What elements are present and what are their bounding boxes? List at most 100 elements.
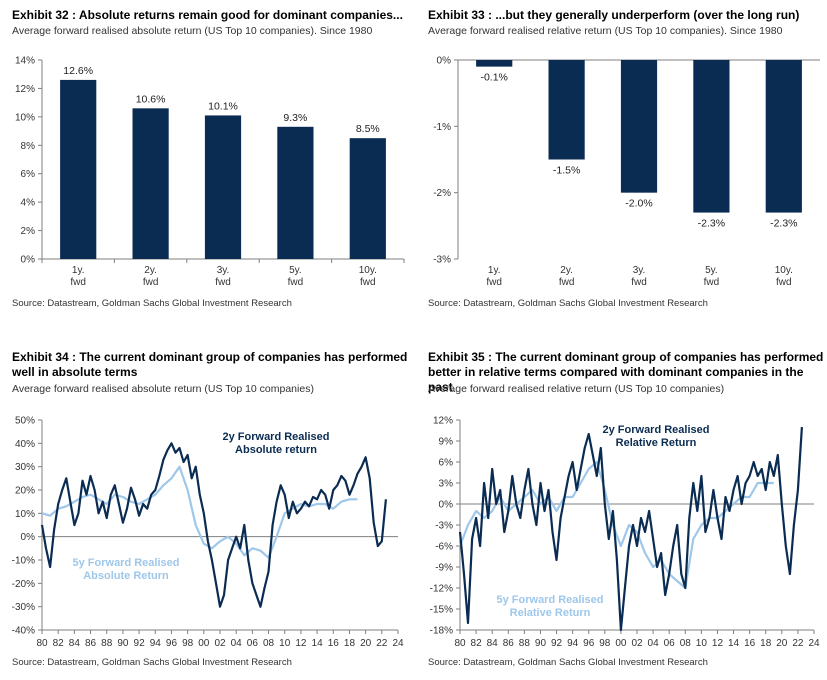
x-tick-label: 12 bbox=[712, 638, 724, 649]
x-tick-label: 10 bbox=[279, 638, 291, 649]
x-tick-label: 16 bbox=[744, 638, 756, 649]
category-label: 10y. bbox=[359, 265, 377, 276]
y-tick-label: 10% bbox=[15, 509, 35, 520]
exhibit-32-title: Exhibit 32 : Absolute returns remain goo… bbox=[12, 8, 403, 22]
category-label: 3y. bbox=[633, 265, 646, 276]
series-annotation: Relative Return bbox=[510, 607, 591, 619]
x-tick-label: 18 bbox=[344, 638, 356, 649]
exhibit-34-source: Source: Datastream, Goldman Sachs Global… bbox=[12, 657, 292, 668]
x-tick-label: 10 bbox=[696, 638, 708, 649]
x-tick-label: 00 bbox=[198, 638, 210, 649]
y-tick-label: -15% bbox=[430, 605, 453, 616]
y-tick-label: 10% bbox=[15, 112, 35, 123]
x-tick-label: 88 bbox=[519, 638, 531, 649]
exhibit-35-chart: -18% -15% -12% -9% -6% -3% 0% 3% 6% 9% 12% 80 82 84 86… bbox=[430, 416, 820, 650]
series-annotation: 5y Forward Realised bbox=[73, 557, 180, 569]
bar bbox=[204, 115, 242, 259]
category-label: 5y. bbox=[705, 265, 718, 276]
x-tick-label: 84 bbox=[487, 638, 499, 649]
bar bbox=[476, 60, 513, 67]
data-label: 12.6% bbox=[63, 65, 93, 77]
x-tick-label: 00 bbox=[615, 638, 627, 649]
y-tick-label: -12% bbox=[430, 584, 453, 595]
x-tick-label: 86 bbox=[503, 638, 515, 649]
bar bbox=[548, 60, 585, 160]
exhibit-33-title: Exhibit 33 : ...but they generally under… bbox=[428, 8, 800, 22]
x-tick-label: 92 bbox=[551, 638, 563, 649]
x-tick-label: 80 bbox=[454, 638, 466, 649]
exhibit-34-title: Exhibit 34 : The current dominant group … bbox=[12, 350, 408, 379]
y-tick-label: 2% bbox=[21, 226, 36, 237]
x-tick-label: 90 bbox=[117, 638, 129, 649]
series-annotation: Absolute return bbox=[235, 444, 317, 456]
exhibit-33-chart: -3%-2%-1%0%-0.1%1y.fwd-1.5%2y.fwd-2.0%3y… bbox=[433, 56, 820, 288]
category-label: fwd bbox=[288, 277, 304, 288]
category-label: 5y. bbox=[289, 265, 302, 276]
series-2y-line bbox=[40, 442, 387, 608]
data-label: -2.3% bbox=[770, 218, 797, 230]
x-tick-label: 20 bbox=[360, 638, 372, 649]
y-tick-label: 40% bbox=[15, 439, 35, 450]
category-label: fwd bbox=[776, 277, 792, 288]
exhibit-32-source: Source: Datastream, Goldman Sachs Global… bbox=[12, 298, 292, 309]
x-tick-label: 02 bbox=[631, 638, 643, 649]
category-label: fwd bbox=[631, 277, 647, 288]
category-label: 2y. bbox=[144, 265, 157, 276]
category-label: fwd bbox=[486, 277, 502, 288]
y-tick-label: -40% bbox=[12, 626, 35, 637]
x-tick-label: 24 bbox=[392, 638, 404, 649]
x-tick-label: 80 bbox=[36, 638, 48, 649]
series-annotation: 2y Forward Realised bbox=[223, 431, 330, 443]
y-tick-label: 6% bbox=[439, 458, 454, 469]
x-tick-label: 16 bbox=[328, 638, 340, 649]
y-tick-label: 6% bbox=[21, 169, 36, 180]
x-tick-label: 82 bbox=[53, 638, 65, 649]
data-label: 10.1% bbox=[208, 100, 238, 112]
category-label: 3y. bbox=[217, 265, 230, 276]
x-tick-label: 96 bbox=[583, 638, 595, 649]
exhibit-34-subtitle: Average forward realised absolute return… bbox=[12, 383, 314, 395]
data-label: -2.3% bbox=[698, 218, 725, 230]
x-tick-label: 04 bbox=[648, 638, 660, 649]
exhibit-33-source: Source: Datastream, Goldman Sachs Global… bbox=[428, 298, 708, 309]
y-tick-label: 9% bbox=[439, 437, 454, 448]
category-label: 1y. bbox=[72, 265, 85, 276]
x-tick-label: 02 bbox=[214, 638, 226, 649]
exhibit-35-subtitle: Average forward realised relative return… bbox=[428, 383, 725, 395]
exhibit-35-source: Source: Datastream, Goldman Sachs Global… bbox=[428, 657, 708, 668]
exhibit-32-chart: 0%2%4%6%8%10%12%14%12.6%1y.fwd10.6%2y.fw… bbox=[15, 56, 405, 288]
x-tick-label: 24 bbox=[808, 638, 820, 649]
series-annotation: Absolute Return bbox=[83, 570, 169, 582]
series-annotation: Relative Return bbox=[616, 437, 697, 449]
bar bbox=[693, 60, 730, 213]
y-tick-label: -3% bbox=[435, 521, 453, 532]
x-tick-label: 86 bbox=[85, 638, 97, 649]
exhibit-32-subtitle: Average forward realised absolute return… bbox=[12, 25, 373, 37]
x-tick-label: 08 bbox=[680, 638, 692, 649]
y-tick-label: -9% bbox=[435, 563, 453, 574]
exhibit-35-title: Exhibit 35 : The current dominant group … bbox=[428, 350, 824, 394]
category-label: fwd bbox=[559, 277, 575, 288]
category-label: fwd bbox=[360, 277, 376, 288]
x-tick-label: 14 bbox=[728, 638, 740, 649]
x-tick-label: 22 bbox=[376, 638, 388, 649]
y-tick-label: -2% bbox=[433, 188, 451, 199]
bar bbox=[277, 126, 314, 259]
x-tick-label: 04 bbox=[231, 638, 243, 649]
x-tick-label: 90 bbox=[535, 638, 547, 649]
x-tick-label: 08 bbox=[263, 638, 275, 649]
bar bbox=[60, 79, 97, 260]
x-tick-label: 18 bbox=[760, 638, 772, 649]
x-tick-label: 14 bbox=[312, 638, 324, 649]
y-tick-label: -30% bbox=[12, 602, 35, 613]
series-5y-line bbox=[458, 460, 774, 590]
data-label: 8.5% bbox=[356, 123, 380, 135]
series-annotation: 2y Forward Realised bbox=[603, 424, 710, 436]
data-label: -1.5% bbox=[553, 165, 580, 177]
category-label: fwd bbox=[143, 277, 159, 288]
series-5y-line bbox=[41, 465, 358, 559]
y-tick-label: 50% bbox=[15, 416, 35, 427]
exhibit-34-chart: -40% -30% -20% -10% 0% 10% 20% 30% 40% 50% 80 82 84 8… bbox=[12, 416, 404, 650]
x-tick-label: 82 bbox=[471, 638, 483, 649]
category-label: 10y. bbox=[775, 265, 793, 276]
